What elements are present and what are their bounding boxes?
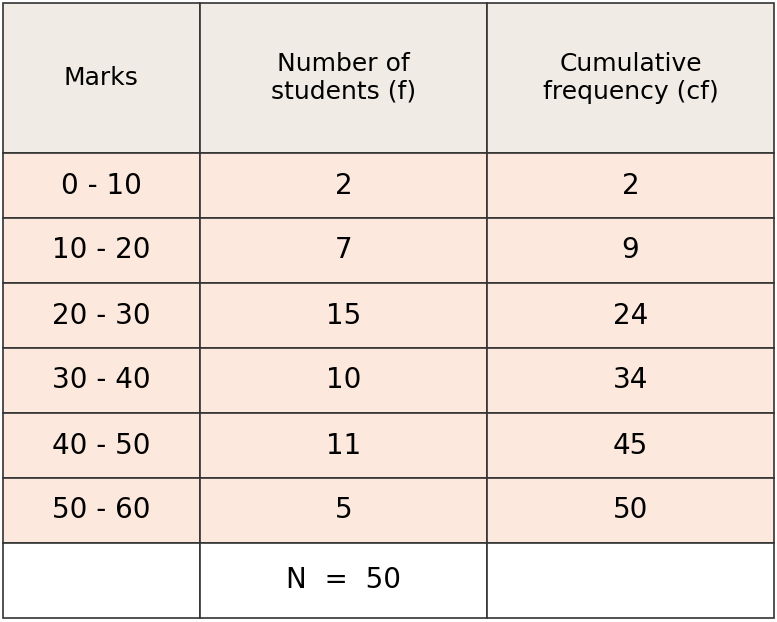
Bar: [200, 413, 487, 478]
Bar: [487, 543, 774, 618]
Text: 10 - 20: 10 - 20: [52, 236, 151, 264]
Text: 5: 5: [335, 496, 352, 524]
Bar: [200, 153, 487, 218]
Text: Marks: Marks: [64, 66, 139, 90]
Bar: [3, 413, 200, 478]
Text: N  =  50: N = 50: [286, 567, 401, 595]
Bar: [200, 218, 487, 283]
Bar: [3, 348, 200, 413]
Text: 50: 50: [613, 496, 648, 524]
Text: Cumulative
frequency (cf): Cumulative frequency (cf): [542, 52, 719, 104]
Bar: [487, 153, 774, 218]
Bar: [200, 478, 487, 543]
Text: 24: 24: [613, 302, 648, 330]
Bar: [487, 478, 774, 543]
Text: 2: 2: [622, 172, 639, 200]
Text: 34: 34: [613, 366, 648, 394]
Bar: [3, 478, 200, 543]
Bar: [487, 413, 774, 478]
Text: 11: 11: [326, 432, 361, 460]
Text: 9: 9: [622, 236, 639, 264]
Bar: [487, 283, 774, 348]
Text: 10: 10: [326, 366, 361, 394]
Bar: [3, 153, 200, 218]
Bar: [487, 3, 774, 153]
Text: 45: 45: [613, 432, 648, 460]
Bar: [3, 543, 200, 618]
Text: 50 - 60: 50 - 60: [52, 496, 151, 524]
Text: 7: 7: [335, 236, 352, 264]
Bar: [487, 348, 774, 413]
Text: Number of
students (f): Number of students (f): [271, 52, 416, 104]
Bar: [487, 218, 774, 283]
Text: 0 - 10: 0 - 10: [61, 172, 141, 200]
Text: 2: 2: [335, 172, 352, 200]
Bar: [200, 543, 487, 618]
Bar: [3, 218, 200, 283]
Bar: [3, 283, 200, 348]
Bar: [200, 3, 487, 153]
Bar: [3, 3, 200, 153]
Text: 15: 15: [326, 302, 361, 330]
Text: 20 - 30: 20 - 30: [52, 302, 151, 330]
Bar: [200, 283, 487, 348]
Text: 30 - 40: 30 - 40: [52, 366, 151, 394]
Bar: [200, 348, 487, 413]
Text: 40 - 50: 40 - 50: [52, 432, 151, 460]
